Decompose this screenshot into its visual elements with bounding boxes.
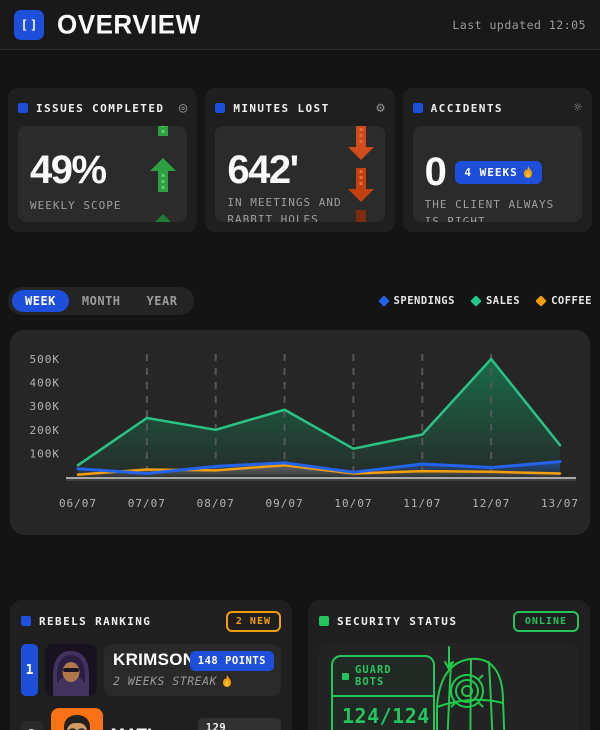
area-chart: 100K 200K 300K 400K 500K 06/07 07/07 08/07 09/07… bbox=[30, 353, 579, 510]
avatar bbox=[50, 708, 103, 730]
blue-square-bullet-icon bbox=[21, 616, 31, 626]
new-count-badge: 2 NEW bbox=[225, 610, 281, 632]
stat-panel: 642' IN MEETINGS AND RABBIT HOLES bbox=[215, 126, 385, 222]
avatar bbox=[45, 644, 97, 696]
stat-card-issues-completed: ISSUES COMPLETED ◎ 49% WEEKLY SCOPE bbox=[8, 88, 198, 232]
legend-item-coffee[interactable]: COFFEE bbox=[535, 295, 592, 307]
diamond-icon bbox=[535, 295, 547, 307]
blue-square-bullet-icon bbox=[18, 103, 28, 113]
up-arrow-icon bbox=[158, 126, 169, 136]
security-title: SECURITY STATUS bbox=[337, 614, 458, 628]
svg-text:200K: 200K bbox=[30, 424, 61, 437]
svg-text:06/07: 06/07 bbox=[59, 497, 97, 510]
ranking-row-2[interactable]: 2 MATI @MATI 129 POINTS bbox=[21, 708, 281, 730]
svg-text:07/07: 07/07 bbox=[128, 497, 166, 510]
app-logo-icon: [] bbox=[14, 9, 44, 40]
streak-text: 2 WEEKS STREAK bbox=[113, 674, 217, 688]
svg-text:400K: 400K bbox=[30, 377, 61, 390]
stat-subtitle: IN MEETINGS AND RABBIT HOLES bbox=[227, 196, 342, 222]
svg-text:08/07: 08/07 bbox=[197, 497, 235, 510]
rank-number: 2 bbox=[21, 721, 43, 730]
chart-legend: SPENDINGS SALES COFFEE bbox=[377, 295, 592, 307]
ranking-title: REBELS RANKING bbox=[39, 614, 152, 628]
stat-value: 642' bbox=[227, 148, 299, 192]
trend-down-arrows bbox=[347, 126, 375, 222]
flame-icon bbox=[222, 675, 231, 687]
guard-bots-count: 124/124 bbox=[342, 704, 430, 728]
stats-row: ISSUES COMPLETED ◎ 49% WEEKLY SCOPE bbox=[8, 88, 592, 232]
logo-text: [] bbox=[20, 17, 40, 32]
svg-text:09/07: 09/07 bbox=[266, 497, 304, 510]
legend-item-sales[interactable]: SALES bbox=[470, 295, 521, 307]
tab-month[interactable]: MONTH bbox=[81, 294, 121, 308]
security-status-card: SECURITY STATUS ONLINE GUARD BOTS 124/12… bbox=[308, 600, 590, 730]
svg-text:12/07: 12/07 bbox=[472, 497, 510, 510]
up-arrow-icon bbox=[155, 214, 172, 222]
period-tab-group: WEEK MONTH YEAR bbox=[8, 287, 195, 315]
rank-number: 1 bbox=[21, 644, 38, 696]
guard-bots-box: GUARD BOTS 124/124 [RUNNING...] bbox=[331, 655, 435, 730]
legend-label: SPENDINGS bbox=[393, 295, 455, 307]
streak-weeks-label: 4 WEEKS bbox=[464, 165, 518, 179]
legend-label: SALES bbox=[485, 295, 521, 307]
svg-text:10/07: 10/07 bbox=[334, 497, 372, 510]
guard-bots-label: GUARD BOTS bbox=[355, 664, 392, 688]
down-arrow-icon bbox=[355, 210, 366, 222]
gear-icon[interactable]: ⚙ bbox=[376, 100, 385, 116]
green-square-bullet-icon bbox=[319, 616, 329, 626]
stat-card-title: MINUTES LOST bbox=[233, 101, 330, 115]
green-mini-square-icon bbox=[342, 672, 349, 680]
up-arrow-icon bbox=[150, 158, 177, 192]
points-badge: 148 POINTS bbox=[189, 651, 274, 671]
page-title: OVERVIEW bbox=[57, 8, 201, 40]
tab-week[interactable]: WEEK bbox=[12, 290, 69, 312]
trend-up-arrows bbox=[149, 126, 177, 222]
last-updated-text: Last updated 12:05 bbox=[452, 17, 586, 32]
stat-value: 49% bbox=[30, 148, 107, 192]
mati-avatar-image bbox=[50, 708, 103, 730]
app-header: [] OVERVIEW Last updated 12:05 bbox=[0, 0, 600, 50]
svg-text:11/07: 11/07 bbox=[403, 497, 441, 510]
player-name: MATI bbox=[111, 726, 152, 730]
blue-square-bullet-icon bbox=[215, 103, 226, 113]
guard-robot-wireframe-illustration bbox=[436, 646, 506, 730]
stat-panel: 49% WEEKLY SCOPE bbox=[18, 126, 188, 222]
svg-text:300K: 300K bbox=[30, 400, 61, 413]
gear-icon[interactable]: ☼ bbox=[573, 100, 582, 116]
ranking-row-1[interactable]: 1 KRIMSON @KRIMSON 148 POINTS 2 WEEKS ST… bbox=[21, 644, 281, 696]
stat-subtitle: THE CLIENT ALWAYS IS RIGHT bbox=[424, 198, 555, 222]
rebels-ranking-card: REBELS RANKING 2 NEW 1 KRIMSON @KRIMSON bbox=[10, 600, 292, 730]
streak-weeks-badge: 4 WEEKS bbox=[455, 160, 542, 184]
legend-label: COFFEE bbox=[551, 295, 592, 307]
chart-card: 100K 200K 300K 400K 500K 06/07 07/07 08/07 09/07… bbox=[10, 330, 590, 535]
streak-line: 2 WEEKS STREAK bbox=[113, 674, 272, 688]
player-info-panel: KRIMSON @KRIMSON 148 POINTS 2 WEEKS STRE… bbox=[104, 644, 281, 696]
legend-item-spendings[interactable]: SPENDINGS bbox=[377, 295, 455, 307]
points-badge: 129 POINTS bbox=[197, 718, 281, 730]
svg-text:13/07: 13/07 bbox=[541, 497, 579, 510]
svg-text:500K: 500K bbox=[30, 353, 61, 366]
blue-square-bullet-icon bbox=[412, 103, 423, 113]
player-name: KRIMSON bbox=[113, 650, 196, 669]
stat-card-title: ISSUES COMPLETED bbox=[36, 101, 165, 115]
gear-icon[interactable]: ◎ bbox=[178, 100, 188, 116]
svg-text:100K: 100K bbox=[30, 447, 61, 460]
down-arrow-icon bbox=[347, 126, 374, 160]
stat-card-minutes-lost: MINUTES LOST ⚙ 642' IN MEETINGS AND RABB… bbox=[205, 88, 395, 232]
flame-icon bbox=[523, 166, 532, 178]
stat-value: 0 bbox=[424, 150, 447, 194]
chart-controls: WEEK MONTH YEAR SPENDINGS SALES COFFEE bbox=[8, 287, 592, 315]
stat-subtitle: WEEKLY SCOPE bbox=[30, 199, 122, 212]
diamond-icon bbox=[377, 295, 390, 307]
bottom-row: REBELS RANKING 2 NEW 1 KRIMSON @KRIMSON bbox=[10, 600, 590, 730]
down-arrow-icon bbox=[347, 168, 374, 202]
diamond-icon bbox=[470, 295, 482, 307]
stat-card-title: ACCIDENTS bbox=[430, 101, 503, 115]
security-panel: GUARD BOTS 124/124 [RUNNING...] bbox=[319, 643, 579, 730]
stat-panel: 0 4 WEEKS THE CLIENT ALWAYS IS RIGHT bbox=[412, 126, 582, 222]
online-status-badge: ONLINE bbox=[512, 610, 579, 632]
stat-card-accidents: ACCIDENTS ☼ 0 4 WEEKS THE CLIENT ALWAYS … bbox=[402, 88, 592, 232]
krimson-avatar-image bbox=[45, 644, 97, 696]
tab-year[interactable]: YEAR bbox=[146, 294, 178, 308]
